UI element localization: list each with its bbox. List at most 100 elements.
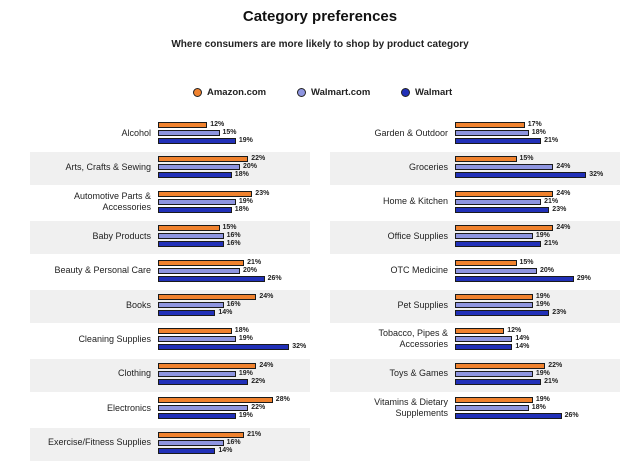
legend-item-amazon: Amazon.com (193, 85, 266, 99)
bar-value-label: 23% (552, 309, 567, 316)
bar-value-label: 19% (535, 293, 550, 300)
bar-vitamins-and-dietary-supplements-walmart (455, 413, 562, 420)
bar-cleaning-supplies-walmart-com (158, 336, 236, 343)
category-label-vitamins-and-dietary-supplements: Vitamins & Dietary Supplements (374, 397, 448, 419)
bar-automotive-parts-and-accessories-walmart-com (158, 198, 236, 205)
bar-value-label: 23% (255, 189, 270, 197)
bar-value-label: 19% (535, 396, 550, 404)
bar-value-label: 14% (515, 343, 530, 351)
bar-otc-medicine-amazon-com (455, 259, 517, 266)
bar-value-label: 32% (589, 171, 604, 179)
bar-value-label: 19% (535, 301, 550, 308)
bar-value-label: 20% (540, 266, 555, 274)
bar-value-label: 24% (556, 224, 571, 232)
bar-value-label: 28% (275, 396, 290, 404)
bar-clothing-walmart (158, 378, 249, 385)
legend-item-walmart: Walmart (401, 85, 452, 99)
bar-tobacco-pipes-and-accessories-walmart-com (455, 336, 513, 343)
bar-clothing-walmart-com (158, 370, 236, 377)
bar-value-label: 15% (222, 224, 237, 232)
bar-value-label: 12% (210, 121, 225, 128)
category-label-beauty-and-personal-care: Beauty & Personal Care (54, 265, 151, 276)
bar-value-label: 24% (259, 361, 274, 369)
category-label-pet-supplies: Pet Supplies (397, 299, 448, 310)
bar-toys-and-games-amazon-com (455, 362, 546, 369)
bar-home-and-kitchen-amazon-com (455, 190, 554, 197)
bar-cleaning-supplies-amazon-com (158, 328, 232, 335)
bar-office-supplies-walmart-com (455, 233, 533, 240)
category-label-clothing: Clothing (117, 368, 151, 379)
category-label-toys-and-games: Toys & Games (389, 368, 448, 379)
bar-clothing-amazon-com (158, 362, 257, 369)
bar-pet-supplies-walmart (455, 310, 550, 316)
bar-tobacco-pipes-and-accessories-amazon-com (455, 328, 505, 335)
bar-value-label: 12% (507, 327, 522, 335)
bar-otc-medicine-walmart (455, 275, 574, 282)
bar-office-supplies-walmart (455, 241, 542, 248)
bar-value-label: 20% (243, 266, 258, 274)
bar-value-label: 26% (267, 274, 282, 282)
bar-value-label: 15% (519, 155, 534, 163)
bar-value-label: 18% (531, 129, 546, 136)
category-label-cleaning-supplies: Cleaning Supplies (78, 333, 151, 344)
legend-label-walmart-com: Walmart.com (311, 86, 371, 98)
bar-value-label: 22% (548, 361, 563, 369)
category-label-garden-and-outdoor: Garden & Outdoor (374, 127, 448, 138)
bar-value-label: 21% (544, 137, 559, 144)
page-subtitle: Where consumers are more likely to shop … (171, 39, 469, 50)
bar-value-label: 21% (544, 240, 559, 248)
bar-value-label: 15% (222, 129, 237, 136)
bar-value-label: 22% (251, 404, 266, 412)
bar-groceries-walmart-com (455, 164, 554, 171)
bar-groceries-walmart (455, 172, 587, 179)
bar-baby-products-amazon-com (158, 225, 220, 232)
bar-value-label: 19% (535, 369, 550, 377)
bar-books-amazon-com (158, 294, 257, 300)
bar-beauty-and-personal-care-walmart (158, 275, 265, 282)
bar-value-label: 16% (226, 232, 241, 240)
bar-electronics-walmart (158, 413, 236, 420)
category-label-automotive-parts-and-accessories: Automotive Parts & Accessories (73, 190, 151, 212)
bar-value-label: 14% (218, 309, 233, 316)
category-label-tobacco-pipes-and-accessories: Tobacco, Pipes & Accessories (378, 328, 448, 350)
category-label-exercise-fitness-supplies: Exercise/Fitness Supplies (47, 437, 151, 448)
bar-value-label: 14% (515, 335, 530, 343)
bar-value-label: 19% (238, 137, 253, 144)
bar-exercise-fitness-supplies-amazon-com (158, 431, 245, 438)
category-label-baby-products: Baby Products (92, 230, 151, 241)
bar-value-label: 17% (527, 121, 542, 128)
bar-beauty-and-personal-care-amazon-com (158, 259, 245, 266)
bar-vitamins-and-dietary-supplements-amazon-com (455, 397, 533, 404)
bar-value-label: 18% (234, 205, 249, 213)
bar-value-label: 32% (292, 343, 307, 351)
bar-automotive-parts-and-accessories-walmart (158, 206, 232, 213)
bar-value-label: 29% (576, 274, 591, 282)
bar-value-label: 24% (556, 189, 571, 197)
category-label-electronics: Electronics (106, 402, 151, 413)
category-label-alcohol: Alcohol (121, 127, 151, 138)
bar-groceries-amazon-com (455, 156, 517, 163)
bar-garden-and-outdoor-amazon-com (455, 122, 525, 128)
bar-value-label: 19% (238, 197, 253, 205)
bar-automotive-parts-and-accessories-amazon-com (158, 190, 253, 197)
bar-tobacco-pipes-and-accessories-walmart (455, 344, 513, 351)
bar-exercise-fitness-supplies-walmart (158, 447, 216, 454)
bar-value-label: 26% (564, 412, 579, 420)
bar-cleaning-supplies-walmart (158, 344, 290, 351)
bar-office-supplies-amazon-com (455, 225, 554, 232)
bar-value-label: 18% (234, 327, 249, 335)
bar-value-label: 21% (544, 197, 559, 205)
legend-item-walmart-com: Walmart.com (297, 85, 370, 99)
legend-label-amazon: Amazon.com (207, 86, 267, 98)
page-title: Category preferences (242, 8, 398, 25)
bar-value-label: 23% (552, 205, 567, 213)
bar-pet-supplies-amazon-com (455, 294, 533, 300)
bar-home-and-kitchen-walmart-com (455, 198, 542, 205)
bar-exercise-fitness-supplies-walmart-com (158, 439, 224, 446)
bar-electronics-amazon-com (158, 397, 273, 404)
category-label-office-supplies: Office Supplies (387, 230, 448, 241)
category-label-home-and-kitchen: Home & Kitchen (382, 196, 448, 207)
bar-otc-medicine-walmart-com (455, 267, 537, 274)
bar-value-label: 16% (226, 438, 241, 446)
bar-toys-and-games-walmart-com (455, 370, 533, 377)
